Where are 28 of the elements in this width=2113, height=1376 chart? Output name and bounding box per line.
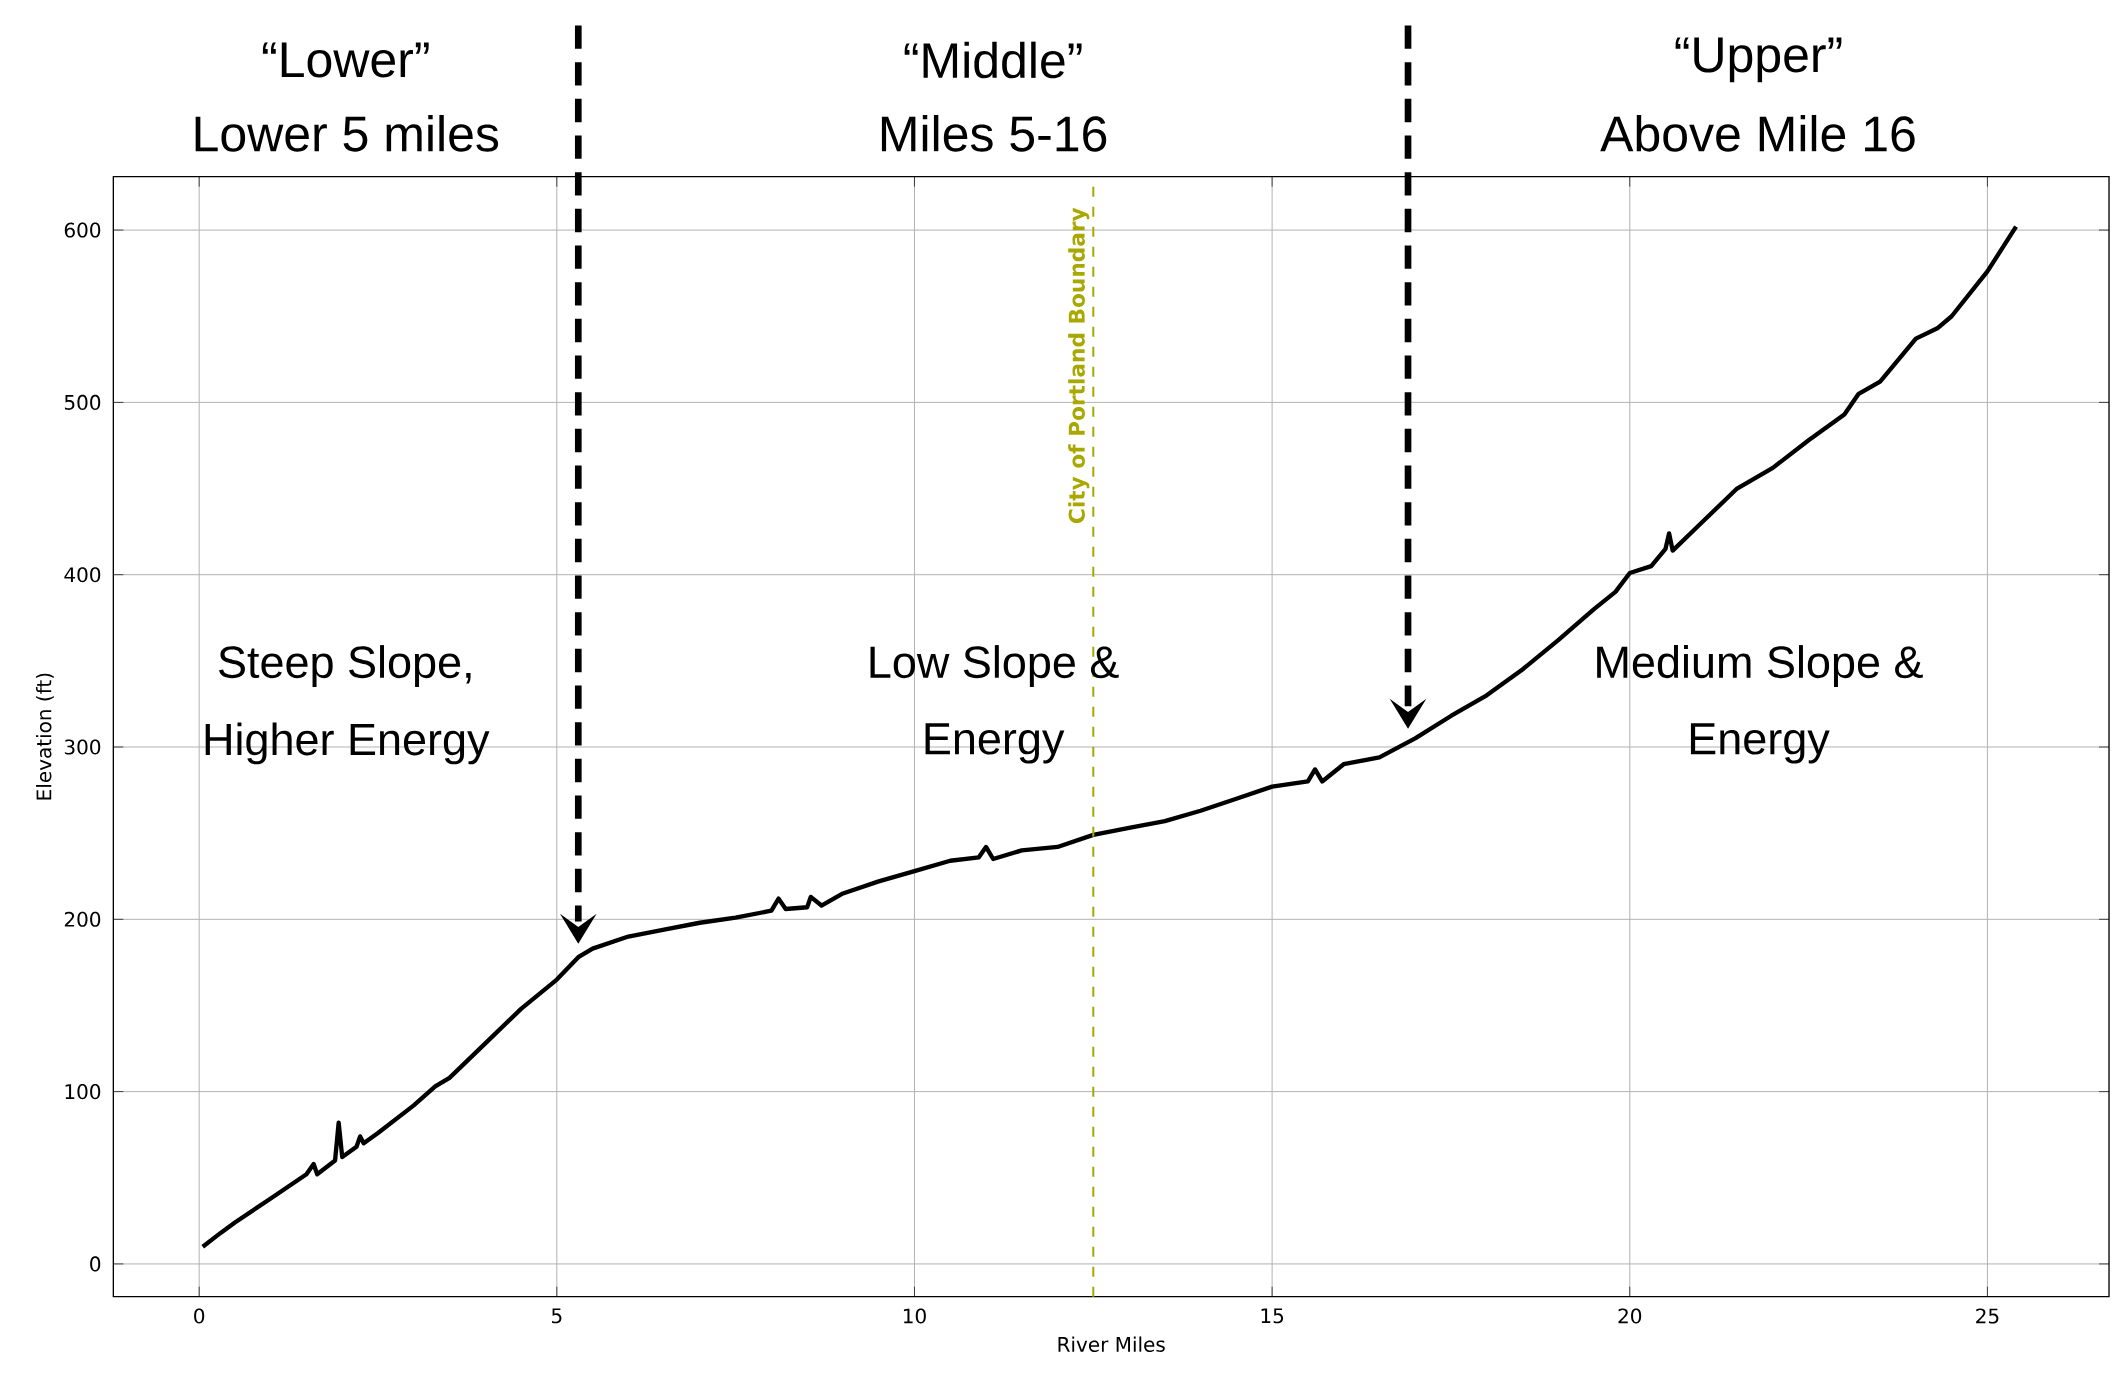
x-tick-label: 0 [194, 1308, 205, 1324]
y-axis-title: Elevation (ft) [35, 673, 54, 800]
x-tick-label: 5 [552, 1308, 562, 1324]
y-tick-label: 200 [64, 911, 101, 927]
y-tick-label: 600 [64, 222, 101, 238]
annotation: Low Slope & [870, 645, 1119, 688]
text: Miles 5-16 [881, 114, 1107, 152]
y-tick-label: 300 [64, 739, 101, 755]
ref-line-label: City of Portland Boundary [1068, 207, 1090, 523]
text: “Upper” [1675, 37, 1842, 83]
text: Lower 5 miles [195, 114, 499, 152]
x-tick-label: 15 [1261, 1308, 1284, 1324]
x-axis-title: River Miles [1058, 1336, 1165, 1352]
text: “Middle” [904, 41, 1082, 79]
annotation: Energy [1690, 723, 1830, 764]
y-tick-label: 500 [64, 394, 101, 410]
x-tick-label: 10 [903, 1308, 926, 1324]
annotation: Higher Energy [205, 722, 490, 765]
annotation: Medium Slope & [1597, 645, 1923, 688]
x-tick-label: 20 [1618, 1308, 1642, 1324]
text: Above Mile 16 [1600, 114, 1915, 152]
text: “Lower” [262, 42, 429, 78]
annotation: Energy [925, 723, 1065, 764]
annotation: Steep Slope, [219, 645, 471, 688]
x-tick-label: 25 [1976, 1308, 1999, 1324]
y-tick-label: 0 [90, 1256, 101, 1272]
y-tick-label: 100 [65, 1084, 101, 1100]
y-tick-label: 400 [64, 567, 101, 583]
